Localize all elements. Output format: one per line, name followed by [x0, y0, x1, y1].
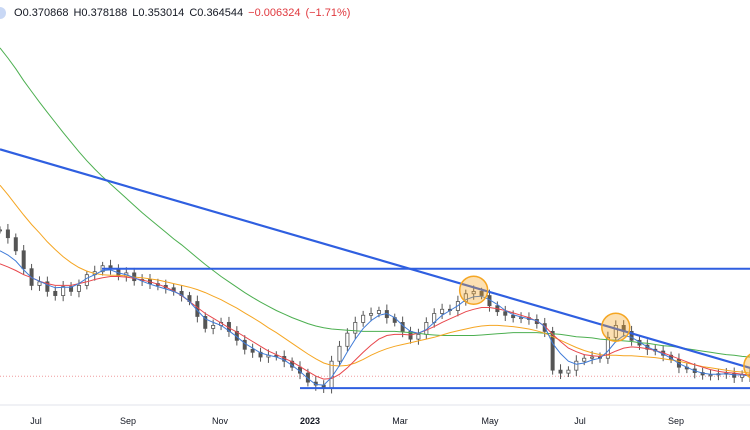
legend-low: L0.353014	[132, 7, 185, 19]
candle	[321, 380, 326, 393]
candle	[566, 366, 571, 378]
candle	[45, 276, 50, 297]
ma-mid-line	[0, 263, 750, 380]
x-tick-label: 2023	[300, 416, 320, 426]
candle	[53, 286, 58, 301]
candle	[558, 364, 563, 380]
candle	[503, 305, 508, 322]
legend-high: H0.378188	[73, 7, 128, 19]
x-tick-label: Nov	[212, 416, 229, 426]
candle	[369, 307, 374, 322]
candle	[392, 313, 397, 327]
candle	[13, 233, 18, 255]
candle	[345, 328, 350, 352]
candle	[361, 310, 366, 327]
descending-trendline[interactable]	[0, 148, 750, 370]
candle	[179, 285, 184, 302]
symbol-icon	[0, 7, 6, 19]
candle	[708, 369, 713, 381]
candle	[37, 276, 42, 291]
candle	[432, 308, 437, 328]
candle	[353, 316, 358, 339]
x-tick-label: Mar	[392, 416, 408, 426]
x-tick-label: Jul	[574, 416, 586, 426]
ma-slow-line	[0, 184, 750, 374]
candle	[274, 351, 279, 361]
candle	[605, 331, 610, 364]
legend-open: O0.370868	[14, 7, 69, 19]
ma-fast-line	[0, 250, 750, 386]
legend-close: C0.364544	[189, 7, 244, 19]
x-tick-label: Sep	[120, 416, 136, 426]
legend-change: −0.006324	[248, 7, 301, 19]
candle	[629, 325, 634, 346]
candle	[250, 343, 255, 358]
candle	[76, 279, 81, 298]
candle	[574, 355, 579, 377]
time-axis: Jul Sep Nov 2023 Mar May Jul Sep	[0, 404, 750, 426]
plot-area[interactable]	[0, 47, 750, 394]
candle	[0, 226, 3, 234]
x-tick-label: Sep	[668, 416, 684, 426]
candle	[69, 282, 74, 296]
candle	[337, 340, 342, 367]
candle	[416, 328, 421, 345]
candle	[519, 312, 524, 324]
highlight-circle[interactable]	[458, 275, 489, 305]
candle	[613, 320, 618, 343]
candle	[5, 223, 10, 244]
candle	[203, 312, 208, 333]
highlight-circle[interactable]	[743, 352, 750, 380]
legend-change-pct: (−1.71%)	[305, 7, 351, 19]
candle	[258, 347, 263, 362]
ohlc-legend: O0.370868 H0.378188 L0.353014 C0.364544 …	[0, 0, 750, 26]
x-tick-label: May	[481, 416, 499, 426]
candle	[242, 335, 247, 355]
candle	[440, 303, 445, 319]
ma-long-line	[0, 47, 750, 358]
candle	[84, 270, 89, 290]
candle	[171, 283, 176, 296]
candle	[108, 259, 113, 275]
highlight-circle[interactable]	[601, 312, 631, 342]
x-tick-label: Jul	[30, 416, 42, 426]
candle	[61, 280, 66, 302]
